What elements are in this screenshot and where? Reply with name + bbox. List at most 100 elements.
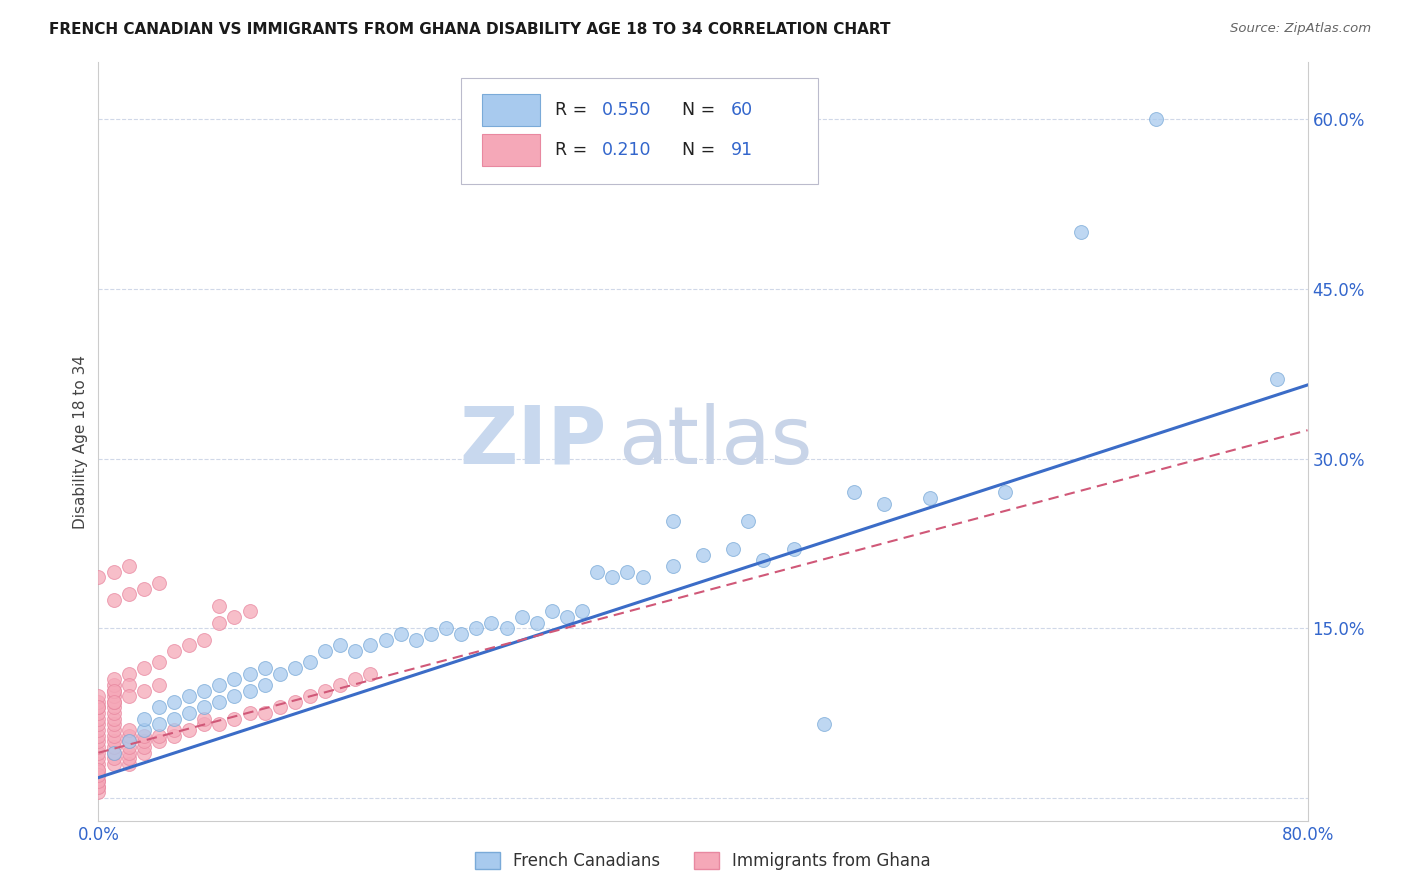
Point <box>253 661 276 675</box>
Text: 0.210: 0.210 <box>602 141 651 159</box>
Point <box>103 695 125 709</box>
Point <box>87 757 110 772</box>
Point <box>571 604 593 618</box>
Text: Source: ZipAtlas.com: Source: ZipAtlas.com <box>1230 22 1371 36</box>
Text: N =: N = <box>682 141 721 159</box>
Text: N =: N = <box>682 101 721 120</box>
Point <box>329 638 352 652</box>
Point <box>87 763 110 777</box>
Point <box>616 565 638 579</box>
Point <box>873 497 896 511</box>
Point <box>344 644 367 658</box>
Point <box>103 593 125 607</box>
Point <box>374 632 396 647</box>
Point <box>118 689 141 703</box>
Text: atlas: atlas <box>619 402 813 481</box>
Point <box>87 751 110 765</box>
Point <box>87 706 110 720</box>
Point <box>481 615 503 630</box>
Point <box>87 700 110 714</box>
Point <box>148 655 170 669</box>
Point <box>1070 225 1092 239</box>
Point <box>193 632 215 647</box>
Point <box>208 695 231 709</box>
Point <box>103 740 125 755</box>
Point <box>148 717 170 731</box>
Point <box>87 734 110 748</box>
Point <box>783 542 806 557</box>
Point <box>118 678 141 692</box>
Point <box>87 774 110 789</box>
Point <box>87 570 110 584</box>
Point <box>269 666 291 681</box>
Point <box>224 610 246 624</box>
Point <box>118 740 141 755</box>
Point <box>239 706 262 720</box>
Point <box>163 712 186 726</box>
Point <box>132 683 155 698</box>
Point <box>87 717 110 731</box>
Point <box>1144 112 1167 126</box>
Point <box>224 712 246 726</box>
Point <box>661 514 683 528</box>
Point <box>661 559 683 574</box>
Point <box>87 780 110 794</box>
Point <box>103 712 125 726</box>
Point <box>87 723 110 738</box>
Point <box>526 615 548 630</box>
Point <box>163 723 186 738</box>
Point <box>723 542 745 557</box>
Point <box>103 565 125 579</box>
Point <box>87 700 110 714</box>
Point <box>193 700 215 714</box>
Point <box>87 740 110 755</box>
Point <box>994 485 1017 500</box>
Text: FRENCH CANADIAN VS IMMIGRANTS FROM GHANA DISABILITY AGE 18 TO 34 CORRELATION CHA: FRENCH CANADIAN VS IMMIGRANTS FROM GHANA… <box>49 22 891 37</box>
Point <box>224 689 246 703</box>
Point <box>87 746 110 760</box>
Point <box>752 553 775 567</box>
Point <box>103 746 125 760</box>
Point <box>208 678 231 692</box>
FancyBboxPatch shape <box>461 78 818 184</box>
Text: 60: 60 <box>731 101 754 120</box>
Point <box>132 661 155 675</box>
Point <box>269 700 291 714</box>
Point <box>103 683 125 698</box>
Point <box>118 729 141 743</box>
Point <box>103 700 125 714</box>
Point <box>103 683 125 698</box>
Point <box>87 768 110 782</box>
Point <box>239 683 262 698</box>
Point <box>253 706 276 720</box>
Point <box>631 570 654 584</box>
Point <box>103 757 125 772</box>
Point <box>132 734 155 748</box>
Point <box>299 689 322 703</box>
Point <box>555 610 578 624</box>
Point <box>450 627 472 641</box>
Point <box>314 644 336 658</box>
Point <box>193 717 215 731</box>
Point <box>405 632 427 647</box>
Point <box>148 700 170 714</box>
Point <box>132 582 155 596</box>
Point <box>918 491 941 505</box>
Text: ZIP: ZIP <box>458 402 606 481</box>
Point <box>118 587 141 601</box>
Point <box>737 514 759 528</box>
Point <box>148 734 170 748</box>
Point <box>208 615 231 630</box>
Point <box>208 717 231 731</box>
Point <box>132 723 155 738</box>
Point <box>586 565 609 579</box>
Y-axis label: Disability Age 18 to 34: Disability Age 18 to 34 <box>73 354 89 529</box>
Point <box>314 683 336 698</box>
Point <box>813 717 835 731</box>
Point <box>103 729 125 743</box>
Point <box>284 661 307 675</box>
FancyBboxPatch shape <box>482 95 540 126</box>
Point <box>239 666 262 681</box>
Point <box>132 712 155 726</box>
Point <box>163 644 186 658</box>
